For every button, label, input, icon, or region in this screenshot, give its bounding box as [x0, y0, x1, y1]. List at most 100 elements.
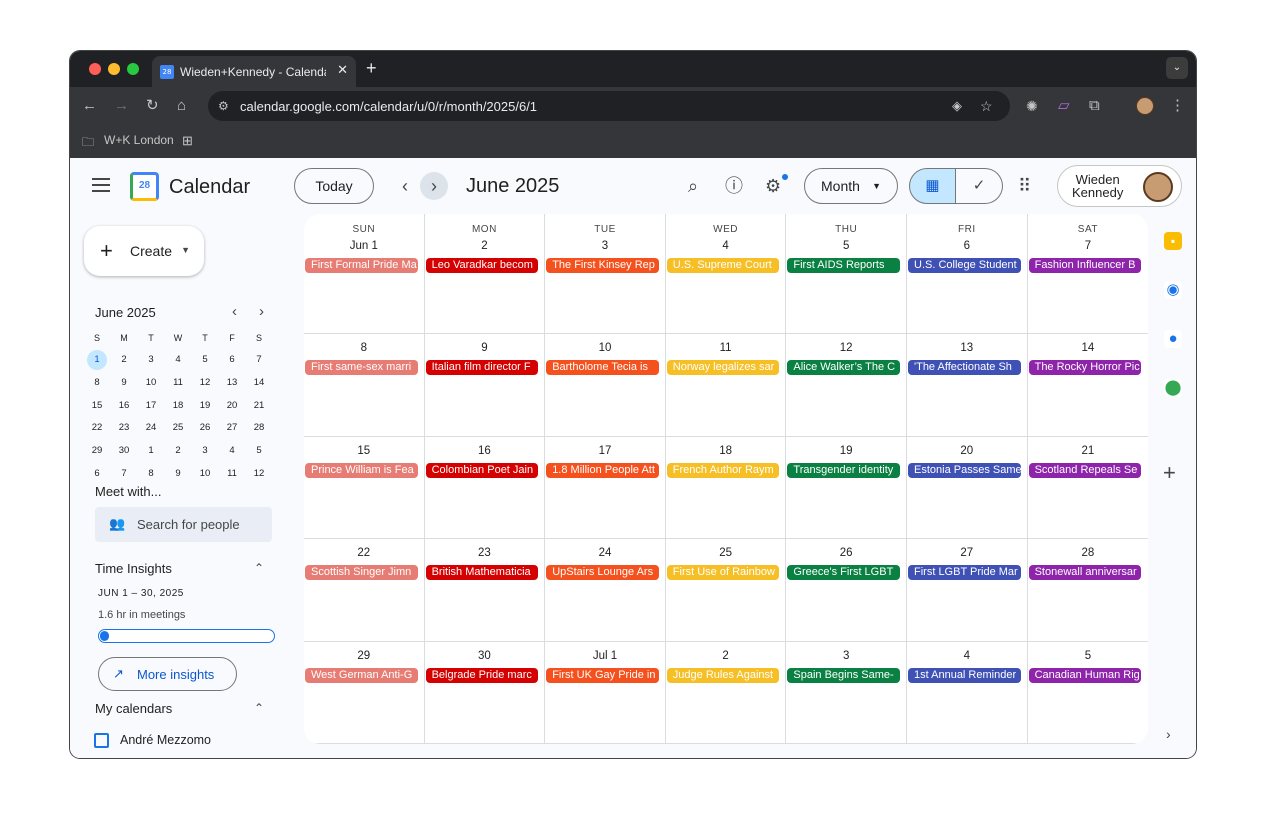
- help-icon[interactable]: ⓘ: [725, 176, 743, 196]
- apps-grid-icon[interactable]: ⊞: [182, 133, 193, 148]
- day-number[interactable]: 25: [719, 547, 732, 559]
- mini-day[interactable]: 5: [202, 354, 208, 365]
- day-number[interactable]: 16: [477, 444, 491, 457]
- reload-icon[interactable]: ↻: [146, 97, 159, 114]
- day-cell[interactable]: 11 Norway legalizes sar: [665, 334, 787, 437]
- mini-day[interactable]: 8: [94, 376, 100, 388]
- search-people-input[interactable]: 👥 Search for people: [95, 507, 272, 542]
- event-chip[interactable]: First LGBT Pride Mar: [908, 565, 1021, 580]
- event-chip[interactable]: Transgender identity: [787, 462, 900, 478]
- event-chip[interactable]: First AIDS Reports: [787, 258, 900, 273]
- day-number[interactable]: 4: [722, 240, 729, 252]
- event-chip[interactable]: First same-sex marri: [305, 360, 418, 375]
- day-cell[interactable]: 10 Bartholome Tecia is: [545, 334, 666, 437]
- view-switcher-button[interactable]: Month ▼: [804, 168, 898, 204]
- day-cell[interactable]: 17 1.8 Million People Att: [545, 436, 666, 539]
- day-number[interactable]: 9: [481, 342, 488, 354]
- mini-day[interactable]: 6: [94, 468, 100, 479]
- day-cell[interactable]: 22 Scottish Singer Jimn: [304, 539, 425, 642]
- day-number[interactable]: 2: [481, 240, 488, 252]
- day-cell[interactable]: FRI 6 U.S. College Student: [907, 214, 1028, 334]
- day-number[interactable]: 4: [963, 649, 970, 662]
- event-chip[interactable]: Alice Walker’s The C: [787, 360, 900, 375]
- day-cell[interactable]: 14 The Rocky Horror Pic: [1027, 334, 1148, 437]
- event-chip[interactable]: Norway legalizes sar: [666, 360, 780, 375]
- day-cell[interactable]: 13 'The Affectionate Sh: [907, 334, 1028, 437]
- day-number[interactable]: 26: [839, 547, 853, 559]
- previous-month-icon[interactable]: ‹: [402, 176, 408, 196]
- home-icon[interactable]: ⌂: [177, 97, 187, 114]
- day-cell[interactable]: TUE 3 The First Kinsey Rep: [545, 214, 666, 334]
- mini-day[interactable]: 13: [226, 376, 238, 388]
- search-icon[interactable]: ⌕: [688, 176, 699, 196]
- event-chip[interactable]: Judge Rules Against: [666, 667, 780, 683]
- mini-next-icon[interactable]: ›: [259, 303, 264, 320]
- day-number[interactable]: 28: [1081, 547, 1095, 559]
- site-info-icon[interactable]: ⚙: [218, 99, 229, 113]
- mini-day[interactable]: 7: [121, 468, 127, 479]
- mini-day[interactable]: 25: [172, 422, 184, 434]
- tasks-view-toggle[interactable]: ✓: [956, 168, 1003, 204]
- day-number[interactable]: 20: [960, 444, 974, 457]
- more-insights-button[interactable]: ↗ More insights: [98, 657, 237, 691]
- mini-day[interactable]: 10: [199, 468, 211, 479]
- day-cell[interactable]: 26 Greece's First LGBT: [786, 539, 907, 642]
- mini-day[interactable]: 5: [256, 445, 262, 457]
- event-chip[interactable]: Scotland Repeals Se: [1028, 462, 1142, 478]
- day-cell[interactable]: 8 First same-sex marri: [304, 334, 425, 437]
- minimize-window-button[interactable]: [108, 63, 120, 75]
- mini-day[interactable]: 19: [199, 399, 211, 411]
- extension-icon[interactable]: ✺: [1026, 98, 1038, 114]
- day-number[interactable]: 5: [1084, 649, 1092, 662]
- day-cell[interactable]: SAT 7 Fashion Influencer B: [1027, 214, 1148, 334]
- day-cell[interactable]: 24 UpStairs Lounge Ars: [545, 539, 666, 642]
- day-number[interactable]: 29: [357, 649, 371, 662]
- mini-day[interactable]: 20: [226, 399, 238, 411]
- day-cell[interactable]: 29 West German Anti-G: [304, 641, 425, 744]
- day-number[interactable]: 6: [963, 240, 970, 252]
- day-number[interactable]: 2: [722, 649, 729, 662]
- event-chip[interactable]: First UK Gay Pride in: [546, 667, 659, 683]
- day-number[interactable]: 30: [477, 649, 491, 662]
- collapse-insights-icon[interactable]: ⌃: [254, 561, 265, 575]
- mini-day[interactable]: 10: [145, 376, 157, 388]
- settings-gear-icon[interactable]: ⚙: [765, 176, 782, 196]
- event-chip[interactable]: First Formal Pride Ma: [305, 258, 418, 273]
- mini-day[interactable]: 17: [145, 399, 157, 411]
- google-apps-icon[interactable]: ⠿: [1018, 176, 1032, 196]
- day-cell[interactable]: 9 Italian film director F: [424, 334, 546, 437]
- mini-day[interactable]: 9: [121, 376, 127, 388]
- event-chip[interactable]: Leo Varadkar becom: [425, 258, 539, 273]
- event-chip[interactable]: Bartholome Tecia is: [546, 360, 659, 375]
- mini-day[interactable]: 14: [253, 376, 265, 388]
- day-number[interactable]: 27: [960, 547, 974, 559]
- calendar-checkbox[interactable]: [94, 733, 109, 748]
- close-window-button[interactable]: [89, 63, 101, 75]
- day-number[interactable]: 10: [598, 342, 612, 354]
- maps-icon[interactable]: ⬤: [1164, 379, 1182, 397]
- event-chip[interactable]: The First Kinsey Rep: [546, 258, 659, 273]
- day-cell[interactable]: MON 2 Leo Varadkar becom: [424, 214, 546, 334]
- day-cell[interactable]: Jul 1 First UK Gay Pride in: [545, 641, 666, 744]
- mini-day[interactable]: 4: [175, 354, 181, 365]
- day-cell[interactable]: 25 First Use of Rainbow: [665, 539, 787, 642]
- mini-day[interactable]: 22: [91, 422, 103, 434]
- day-cell[interactable]: 4 1st Annual Reminder: [907, 641, 1028, 744]
- mini-day[interactable]: 3: [148, 354, 154, 365]
- maximize-window-button[interactable]: [127, 63, 139, 75]
- tab-search-chevron-icon[interactable]: ⌄: [1166, 57, 1188, 79]
- mini-day[interactable]: 12: [253, 468, 265, 479]
- new-tab-icon[interactable]: +: [366, 58, 377, 78]
- day-number[interactable]: 22: [357, 547, 371, 559]
- extension-purple-icon[interactable]: ▱: [1058, 97, 1070, 114]
- day-number[interactable]: Jun 1: [349, 240, 378, 252]
- day-cell[interactable]: 15 Prince William is Fea: [304, 436, 425, 539]
- day-cell[interactable]: SUN Jun 1 First Formal Pride Ma: [304, 214, 425, 334]
- event-chip[interactable]: 1.8 Million People Att: [546, 462, 659, 478]
- event-chip[interactable]: British Mathematicia: [425, 565, 539, 580]
- address-bar[interactable]: ⚙ calendar.google.com/calendar/u/0/r/mon…: [208, 91, 1010, 121]
- event-chip[interactable]: 'The Affectionate Sh: [908, 360, 1021, 375]
- lens-icon[interactable]: ◈: [952, 98, 962, 113]
- contacts-icon[interactable]: ●: [1164, 330, 1182, 348]
- day-cell[interactable]: 12 Alice Walker’s The C: [786, 334, 907, 437]
